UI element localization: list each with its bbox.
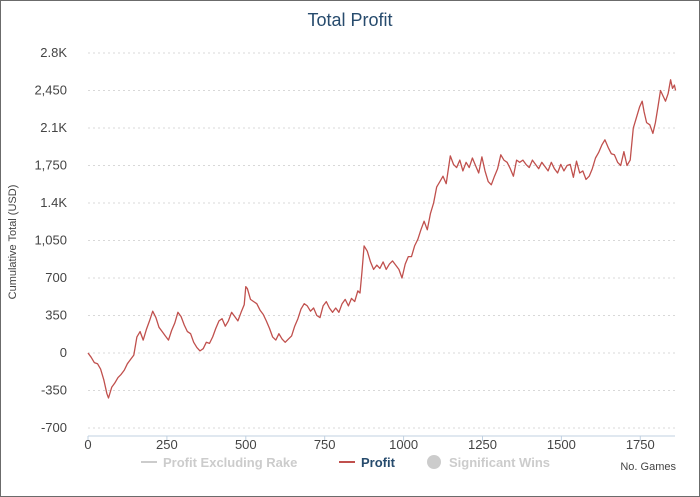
series-layer: [87, 79, 677, 399]
y-axis: -700 -350 0 350 700 1,050 1.4K 1,750 2.1K 2,450 2.…: [34, 45, 67, 435]
y-tick-label: 2.1K: [40, 120, 67, 135]
x-tick-label: 0: [84, 437, 91, 452]
y-tick-label: 2.8K: [40, 45, 67, 60]
x-tick-label: 500: [235, 437, 257, 452]
series-line-profit[interactable]: [87, 79, 677, 399]
legend: Profit Excluding Rake Profit Significant W…: [141, 455, 550, 470]
legend-item[interactable]: Profit: [339, 455, 396, 470]
y-tick-label: 350: [45, 308, 67, 323]
legend-item[interactable]: Profit Excluding Rake: [141, 455, 297, 470]
y-axis-title: Cumulative Total (USD): [7, 185, 19, 300]
grid-lines: [88, 52, 675, 429]
y-tick-label: 1,050: [34, 233, 67, 248]
y-tick-label: 700: [45, 270, 67, 285]
x-tick-label: 250: [156, 437, 178, 452]
legend-label: Significant Wins: [449, 455, 550, 470]
y-tick-label: 1,750: [34, 158, 67, 173]
y-tick-label: -700: [41, 420, 67, 435]
x-axis: 0 250 500 750 1000 1250 1500 1750: [84, 435, 675, 452]
y-tick-label: -350: [41, 383, 67, 398]
x-tick-label: 1750: [626, 437, 655, 452]
x-tick-label: 1250: [468, 437, 497, 452]
y-tick-label: 1.4K: [40, 195, 67, 210]
x-tick-label: 1500: [547, 437, 576, 452]
legend-label: Profit Excluding Rake: [163, 455, 297, 470]
legend-label: Profit: [361, 455, 396, 470]
x-tick-label: 1000: [389, 437, 418, 452]
legend-circle-icon: [427, 455, 441, 469]
y-tick-label: 2,450: [34, 83, 67, 98]
x-axis-title: No. Games: [620, 461, 676, 473]
y-tick-label: 0: [60, 345, 67, 360]
chart-title: Total Profit: [307, 10, 392, 30]
x-tick-label: 750: [314, 437, 336, 452]
legend-item[interactable]: Significant Wins: [427, 455, 550, 470]
